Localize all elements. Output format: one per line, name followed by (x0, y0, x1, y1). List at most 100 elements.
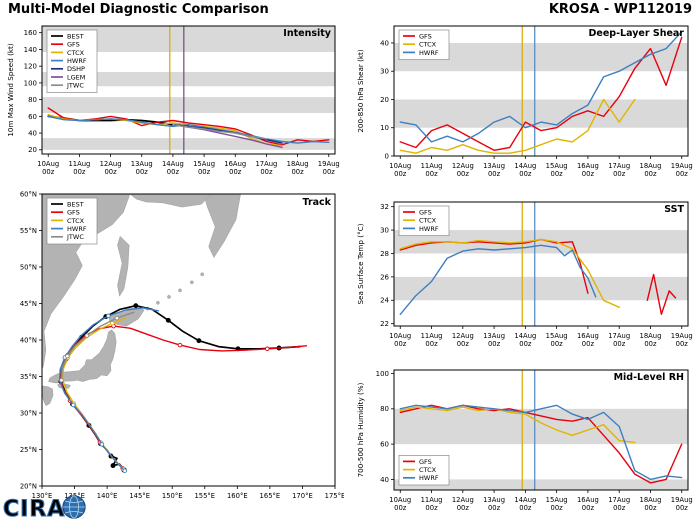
svg-text:18Aug: 18Aug (640, 332, 662, 340)
svg-text:13Aug: 13Aug (483, 496, 505, 504)
page-title: Multi-Model Diagnostic Comparison (8, 2, 269, 17)
svg-text:0: 0 (385, 152, 389, 160)
series-gfs (399, 36, 683, 152)
svg-text:SST: SST (664, 204, 684, 215)
svg-text:22: 22 (380, 320, 389, 328)
svg-text:30: 30 (380, 226, 389, 234)
track-chart: 130°E135°E140°E145°E150°E155°E160°E165°E… (20, 190, 345, 500)
svg-text:10Aug: 10Aug (389, 496, 411, 504)
svg-text:00z: 00z (582, 504, 595, 512)
svg-text:JTWC: JTWC (66, 82, 84, 90)
cira-logo-graphic: CIRA (2, 495, 86, 523)
series-ctcx (399, 98, 636, 154)
svg-text:40: 40 (380, 39, 389, 47)
rh-panel: 10Aug 00z 11Aug 00z 12Aug 00z 13Aug 00z 14Aug 00z… (352, 362, 698, 524)
svg-text:700-500 hPa Humidity (%): 700-500 hPa Humidity (%) (356, 382, 365, 477)
svg-text:00z: 00z (457, 504, 470, 512)
svg-text:HWRF: HWRF (419, 225, 439, 233)
svg-text:17Aug: 17Aug (255, 160, 277, 168)
svg-text:14Aug: 14Aug (514, 332, 536, 340)
svg-text:CTCX: CTCX (67, 217, 85, 225)
svg-text:00z: 00z (260, 168, 273, 176)
svg-text:15Aug: 15Aug (546, 496, 568, 504)
svg-text:140: 140 (24, 46, 37, 54)
svg-text:00z: 00z (644, 340, 657, 348)
cira-logo: CIRA (2, 492, 88, 525)
svg-text:00z: 00z (644, 504, 657, 512)
svg-text:00z: 00z (488, 340, 501, 348)
svg-text:BEST: BEST (67, 32, 84, 40)
svg-text:Sea Surface Temp (°C): Sea Surface Temp (°C) (356, 223, 365, 304)
svg-text:00z: 00z (551, 170, 564, 178)
svg-text:00z: 00z (551, 340, 564, 348)
svg-text:Track: Track (303, 197, 332, 208)
svg-text:00z: 00z (676, 340, 689, 348)
series-jtwc (172, 123, 268, 140)
svg-text:GFS: GFS (419, 32, 432, 40)
svg-text:13Aug: 13Aug (483, 162, 505, 170)
svg-text:55°N: 55°N (20, 227, 37, 235)
svg-text:165°E: 165°E (260, 492, 281, 500)
svg-text:19Aug: 19Aug (671, 332, 693, 340)
svg-text:45°N: 45°N (20, 300, 37, 308)
svg-text:00z: 00z (394, 340, 407, 348)
svg-text:00z: 00z (488, 504, 501, 512)
track-best (58, 303, 301, 473)
svg-text:00z: 00z (198, 168, 211, 176)
svg-text:19Aug: 19Aug (318, 160, 340, 168)
series-hwrf (47, 115, 330, 144)
intensity-panel: 10Aug 00z 11Aug 00z 12Aug 00z 13Aug 00z 14Aug 00z… (2, 14, 344, 186)
svg-text:17Aug: 17Aug (608, 496, 630, 504)
svg-text:00z: 00z (457, 170, 470, 178)
svg-text:00z: 00z (42, 168, 55, 176)
svg-text:40: 40 (28, 129, 37, 137)
svg-text:18Aug: 18Aug (640, 496, 662, 504)
svg-text:15Aug: 15Aug (193, 160, 215, 168)
svg-text:155°E: 155°E (194, 492, 215, 500)
svg-text:HWRF: HWRF (419, 474, 439, 482)
svg-text:40: 40 (380, 476, 389, 484)
svg-text:13Aug: 13Aug (483, 332, 505, 340)
svg-text:145°E: 145°E (129, 492, 150, 500)
svg-text:30°N: 30°N (20, 409, 37, 417)
series-ctcx (399, 238, 620, 309)
svg-text:130°E: 130°E (32, 492, 53, 500)
track-jtwc (59, 311, 135, 383)
cira-logo-text: CIRA (3, 497, 65, 522)
svg-text:150°E: 150°E (162, 492, 183, 500)
svg-text:25°N: 25°N (20, 446, 37, 454)
intensity-chart: 10Aug00z11Aug00z12Aug00z13Aug00z14Aug00z… (6, 25, 340, 176)
svg-text:175°E: 175°E (325, 492, 344, 500)
series-gfs (399, 238, 677, 316)
svg-text:00z: 00z (291, 168, 304, 176)
svg-text:GFS: GFS (419, 458, 432, 466)
svg-text:JTWC: JTWC (66, 233, 84, 241)
svg-text:20: 20 (380, 96, 389, 104)
svg-text:17Aug: 17Aug (608, 162, 630, 170)
svg-text:160: 160 (24, 29, 37, 37)
svg-text:14Aug: 14Aug (514, 162, 536, 170)
svg-text:00z: 00z (613, 504, 626, 512)
svg-text:12Aug: 12Aug (452, 332, 474, 340)
svg-text:11Aug: 11Aug (421, 162, 443, 170)
svg-text:19Aug: 19Aug (671, 496, 693, 504)
globe-icon (62, 495, 86, 519)
track-hwrf (58, 307, 160, 473)
svg-text:12Aug: 12Aug (452, 162, 474, 170)
svg-text:00z: 00z (582, 170, 595, 178)
svg-text:00z: 00z (229, 168, 242, 176)
svg-text:18Aug: 18Aug (287, 160, 309, 168)
svg-text:19Aug: 19Aug (671, 162, 693, 170)
svg-text:DSHP: DSHP (67, 65, 85, 73)
svg-text:15Aug: 15Aug (546, 332, 568, 340)
svg-text:10Aug: 10Aug (389, 162, 411, 170)
series-hwrf (399, 31, 683, 143)
svg-text:Deep-Layer Shear: Deep-Layer Shear (589, 28, 685, 39)
svg-text:26: 26 (380, 273, 389, 281)
svg-text:40°N: 40°N (20, 336, 37, 344)
sst-chart: 10Aug00z11Aug00z12Aug00z13Aug00z14Aug00z… (356, 201, 693, 348)
svg-text:35°N: 35°N (20, 373, 37, 381)
svg-text:00z: 00z (488, 170, 501, 178)
svg-text:00z: 00z (644, 170, 657, 178)
